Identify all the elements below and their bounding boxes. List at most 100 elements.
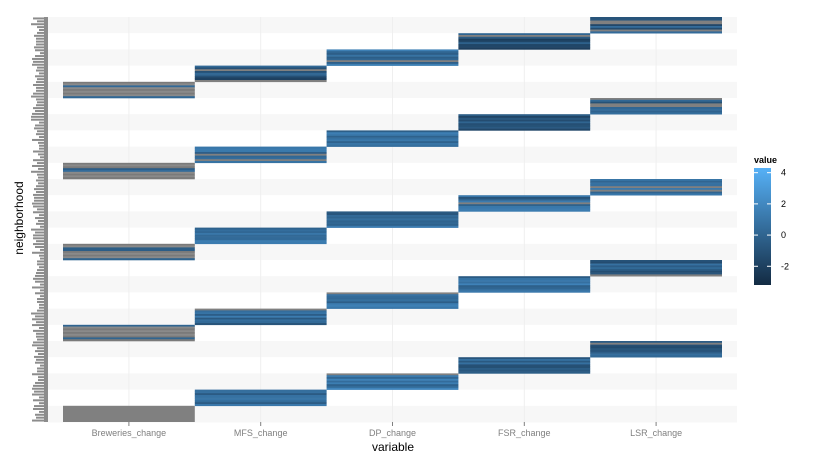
heatmap-cell [590, 31, 722, 34]
heatmap-cell [590, 179, 722, 182]
heatmap-cell [194, 234, 327, 237]
heatmap-cell [63, 175, 195, 178]
heatmap-cell [590, 270, 722, 273]
heatmap-cell [590, 269, 722, 272]
heatmap-cell [326, 292, 459, 295]
heatmap-cell [326, 60, 459, 63]
heatmap-cell [458, 204, 591, 207]
colorbar [754, 168, 771, 285]
heatmap-cell [194, 404, 327, 407]
heatmap-cell [326, 144, 459, 147]
heatmap-cell-block [63, 324, 195, 342]
heatmap-cell [63, 168, 195, 171]
heatmap-cell [326, 386, 459, 389]
heatmap-cell-block [590, 179, 722, 196]
heatmap-cell [194, 69, 327, 72]
heatmap-cell [194, 389, 327, 392]
heatmap-cell [194, 80, 327, 83]
heatmap-cell [458, 359, 591, 362]
heatmap-cell [63, 330, 195, 333]
heatmap-cell [590, 342, 722, 345]
heatmap-cell [194, 323, 327, 326]
heatmap-cell [326, 215, 459, 218]
heatmap-cell [194, 152, 327, 155]
heatmap-cell [590, 263, 722, 266]
heatmap-cell [63, 94, 195, 97]
heatmap-cell [326, 134, 459, 137]
heatmap-cell [63, 332, 195, 335]
heatmap-cell [326, 299, 459, 302]
heatmap-cell [194, 233, 327, 236]
heatmap-cell [63, 87, 195, 90]
heatmap-cell-block [326, 49, 459, 66]
heatmap-cell [590, 355, 722, 358]
heatmap-cell [63, 85, 195, 88]
heatmap-cell [63, 335, 195, 338]
heatmap-cell [194, 396, 327, 399]
heatmap-cell [326, 56, 459, 59]
heatmap-cell-block [590, 341, 722, 358]
heatmap-cell [326, 53, 459, 56]
heatmap-cell [326, 384, 459, 387]
heatmap-cell [63, 324, 195, 327]
heatmap-cell [590, 108, 722, 111]
heatmap-cell [590, 99, 722, 102]
heatmap-cell [458, 366, 591, 369]
heatmap-cell [590, 180, 722, 183]
heatmap-cell-block [194, 389, 327, 407]
x-tick-label: FSR_change [498, 428, 551, 438]
heatmap-cell [458, 357, 591, 360]
heatmap-cell [326, 141, 459, 144]
heatmap-cell [194, 321, 327, 324]
heatmap-cell [326, 139, 459, 142]
heatmap-cell [194, 393, 327, 396]
heatmap-cell [326, 380, 459, 383]
heatmap-cell [63, 256, 195, 259]
heatmap-cell [194, 153, 327, 156]
heatmap-cell-block [326, 211, 459, 228]
heatmap-cell [590, 27, 722, 30]
heatmap-cell [194, 76, 327, 79]
heatmap-cell [194, 319, 327, 322]
heatmap-cell [590, 341, 722, 344]
heatmap-cell [590, 350, 722, 353]
heatmap-cell [63, 177, 195, 180]
heatmap-cell [194, 395, 327, 398]
heatmap-cell [63, 254, 195, 257]
x-tick-label: DP_change [369, 428, 416, 438]
heatmap-cell [458, 125, 591, 128]
x-tick-label: MFS_change [234, 428, 288, 438]
heatmap-cell [194, 229, 327, 232]
heatmap-cell [326, 211, 459, 214]
heatmap-cell [458, 40, 591, 43]
heatmap-cell [326, 51, 459, 54]
colorbar-tick-label: 4 [781, 168, 786, 178]
heatmap-cell [458, 128, 591, 131]
heatmap-cell [63, 333, 195, 336]
heatmap-cell [326, 382, 459, 385]
heatmap-cell [590, 344, 722, 347]
heatmap-cell [63, 243, 195, 246]
heatmap-cell [458, 290, 591, 293]
heatmap-cell [194, 161, 327, 164]
heatmap-cell [194, 236, 327, 239]
heatmap-cell [458, 116, 591, 119]
colorbar-ticks: 4 2 0 -2 [754, 168, 789, 271]
heatmap-cell [326, 63, 459, 66]
heatmap-cell-block [326, 130, 459, 147]
heatmap-cell [63, 173, 195, 176]
heatmap-cell [590, 265, 722, 268]
heatmap-cell [458, 117, 591, 120]
colorbar-tick-label: 0 [781, 230, 786, 240]
heatmap-cell [326, 378, 459, 381]
heatmap-cell [590, 22, 722, 25]
heatmap-cell [194, 231, 327, 234]
heatmap-cell [590, 272, 722, 275]
heatmap-cell [194, 67, 327, 70]
heatmap-cell [194, 78, 327, 81]
heatmap-cell-block [63, 162, 195, 180]
heatmap-cell-block [590, 98, 722, 115]
heatmap-cell [590, 188, 722, 191]
heatmap-cell [326, 224, 459, 227]
